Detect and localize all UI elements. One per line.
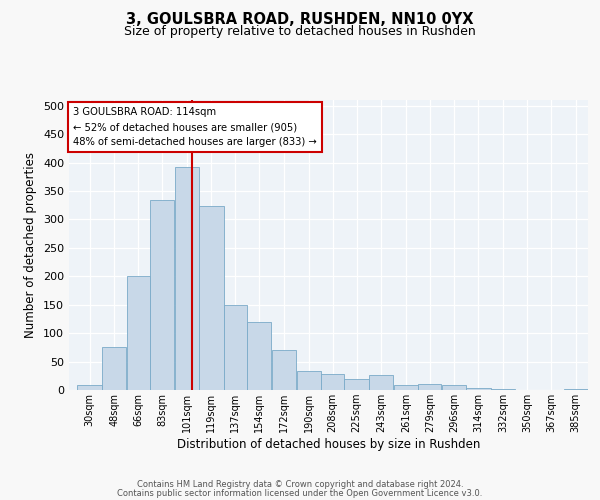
Bar: [418, 384, 441, 390]
Bar: [321, 374, 344, 390]
Bar: [466, 388, 491, 390]
Bar: [344, 378, 368, 390]
Bar: [394, 386, 418, 390]
Bar: [224, 304, 247, 390]
Bar: [102, 348, 127, 390]
Text: 3, GOULSBRA ROAD, RUSHDEN, NN10 0YX: 3, GOULSBRA ROAD, RUSHDEN, NN10 0YX: [126, 12, 474, 28]
Bar: [77, 386, 101, 390]
Bar: [175, 166, 199, 390]
X-axis label: Distribution of detached houses by size in Rushden: Distribution of detached houses by size …: [177, 438, 480, 451]
Bar: [199, 206, 224, 390]
Bar: [296, 371, 321, 390]
Text: Size of property relative to detached houses in Rushden: Size of property relative to detached ho…: [124, 25, 476, 38]
Text: 3 GOULSBRA ROAD: 114sqm
← 52% of detached houses are smaller (905)
48% of semi-d: 3 GOULSBRA ROAD: 114sqm ← 52% of detache…: [73, 108, 317, 147]
Bar: [127, 276, 149, 390]
Bar: [369, 375, 394, 390]
Bar: [247, 322, 271, 390]
Bar: [272, 350, 296, 390]
Bar: [442, 386, 466, 390]
Bar: [150, 200, 174, 390]
Y-axis label: Number of detached properties: Number of detached properties: [25, 152, 37, 338]
Bar: [491, 389, 515, 390]
Text: Contains public sector information licensed under the Open Government Licence v3: Contains public sector information licen…: [118, 489, 482, 498]
Text: Contains HM Land Registry data © Crown copyright and database right 2024.: Contains HM Land Registry data © Crown c…: [137, 480, 463, 489]
Bar: [563, 389, 588, 390]
